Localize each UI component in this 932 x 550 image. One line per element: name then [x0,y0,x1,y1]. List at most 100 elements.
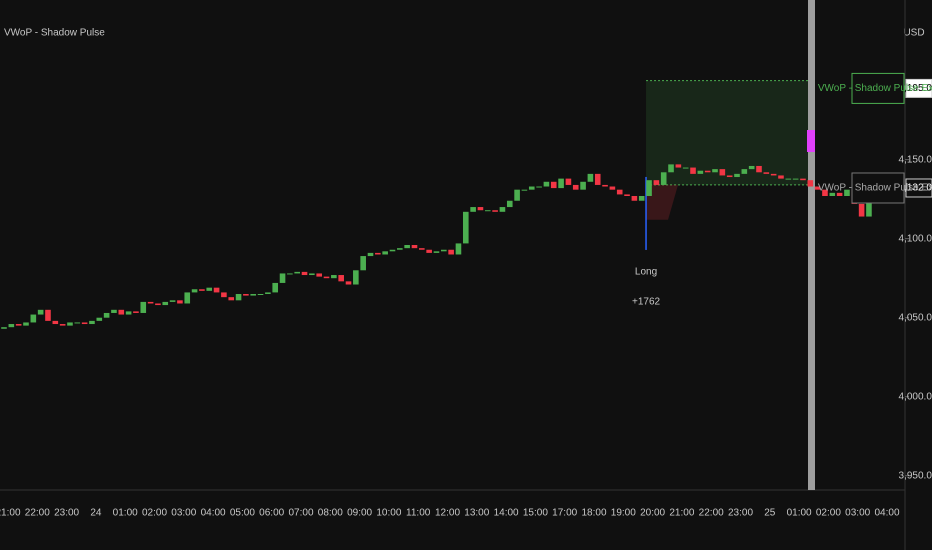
x-tick-label: 21:00 [0,508,21,519]
candle [616,189,623,195]
candle [741,169,748,174]
chart-title: VWoP - Shadow Pulse [4,28,105,39]
candle [23,322,29,326]
candle [155,303,161,306]
candle [462,211,469,244]
x-tick-label: 08:00 [318,508,343,519]
candle [822,189,828,196]
candle [558,178,564,189]
candle [499,207,506,212]
x-tick-label: 09:00 [347,508,372,519]
x-tick-label: 20:00 [640,508,665,519]
y-tick-label: 4,050.00 [899,312,932,323]
candle [382,251,388,255]
candle [690,167,696,174]
candle [1,327,7,329]
x-tick-label: 04:00 [874,508,899,519]
x-tick-label: 07:00 [288,508,313,519]
x-tick-label: 12:00 [435,508,460,519]
candle [668,164,674,173]
candle [602,184,608,187]
candle [792,178,799,180]
candle [103,312,110,318]
candle [345,281,352,285]
candle [257,294,264,295]
candle [470,207,476,212]
x-tick-label: 21:00 [669,508,694,519]
y-tick-label: 4,150.00 [899,154,932,165]
x-tick-label: 03:00 [845,508,870,519]
candle [734,173,740,178]
x-tick-label: 24 [90,508,102,519]
candle [184,292,191,304]
price-label-box [905,78,932,98]
candle [492,210,498,212]
candle [67,322,73,326]
candle [763,172,770,174]
candle [353,270,359,285]
candle [15,324,22,326]
candle [682,167,689,169]
candle [638,196,645,201]
candle [301,271,308,276]
candle [287,273,293,275]
candle [411,245,418,249]
candle [74,322,81,324]
candle [778,175,784,179]
candle [8,324,15,328]
candle [323,276,330,279]
x-tick-label: 22:00 [699,508,724,519]
price-label: 4,132.07 [899,183,932,194]
y-tick-label: 4,100.00 [899,233,932,244]
candle [140,301,147,313]
candle [594,173,601,185]
candle [719,169,726,176]
candle [448,249,454,255]
candle [191,289,198,293]
x-tick-label: 01:00 [787,508,812,519]
candle [543,181,550,187]
candle [514,189,520,201]
candle [609,186,616,190]
candle [375,252,381,255]
candle [829,192,836,196]
x-tick-label: 23:00 [54,508,79,519]
candle [844,189,850,196]
candle [125,311,132,315]
candle [770,173,777,176]
y-tick-label: 4,000.00 [899,391,932,402]
candle [221,292,227,298]
candle [235,294,242,301]
candle [294,271,300,274]
candle [397,248,403,250]
candle [704,170,711,173]
candle [858,203,865,217]
candle [426,249,432,253]
candle [228,297,235,301]
candle [712,169,718,173]
x-tick-label: 18:00 [581,508,606,519]
exit-label: VWoP - Shadow Pulse Exit [818,183,932,194]
candle [367,252,374,257]
x-tick-label: 22:00 [25,508,50,519]
candle [206,287,213,291]
candle [177,300,183,304]
candle [484,210,491,212]
exit-label-box [851,72,905,104]
candle [528,186,535,190]
candle [213,287,220,293]
position-result: +1762 [632,297,661,308]
x-tick-label: 01:00 [113,508,138,519]
x-tick-label: 05:00 [230,508,255,519]
candle [536,186,542,188]
candle [81,322,88,325]
candle [506,200,513,208]
candle [45,309,51,321]
x-tick-label: 17:00 [552,508,577,519]
candle [111,309,117,313]
x-tick-label: 25 [764,508,776,519]
x-tick-label: 15:00 [523,508,548,519]
candle [866,200,872,217]
